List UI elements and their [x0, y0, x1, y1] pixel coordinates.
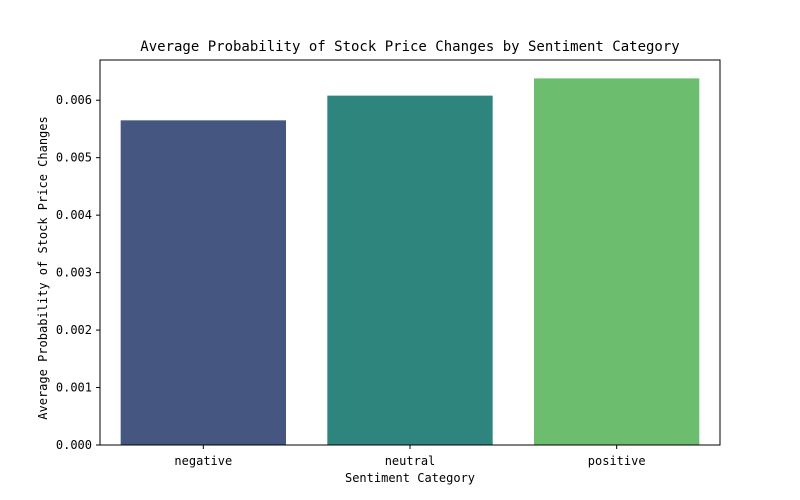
y-tick-label: 0.005 — [56, 151, 92, 165]
chart-title: Average Probability of Stock Price Chang… — [140, 39, 679, 55]
y-tick-label: 0.001 — [56, 381, 92, 395]
bar-neutral — [327, 95, 493, 445]
bar-negative — [120, 120, 286, 445]
x-axis-ticks: negative neutral positive — [174, 445, 646, 468]
x-axis-label: Sentiment Category — [345, 471, 475, 485]
bars-group — [120, 78, 700, 445]
y-tick-label: 0.004 — [56, 208, 92, 222]
y-tick-label: 0.003 — [56, 266, 92, 280]
plot-area-frame — [99, 59, 721, 446]
y-tick-label: 0.006 — [56, 93, 92, 107]
y-tick-label: 0.002 — [56, 323, 92, 337]
y-axis-label: Average Probability of Stock Price Chang… — [36, 116, 50, 419]
y-axis-ticks: 0.000 0.001 0.002 0.003 0.004 0.005 0.006 — [56, 93, 100, 452]
y-tick-label: 0.000 — [56, 438, 92, 452]
x-tick-label: negative — [174, 454, 232, 468]
bar-positive — [534, 78, 700, 445]
x-tick-label: positive — [588, 454, 646, 468]
x-tick-label: neutral — [385, 454, 436, 468]
